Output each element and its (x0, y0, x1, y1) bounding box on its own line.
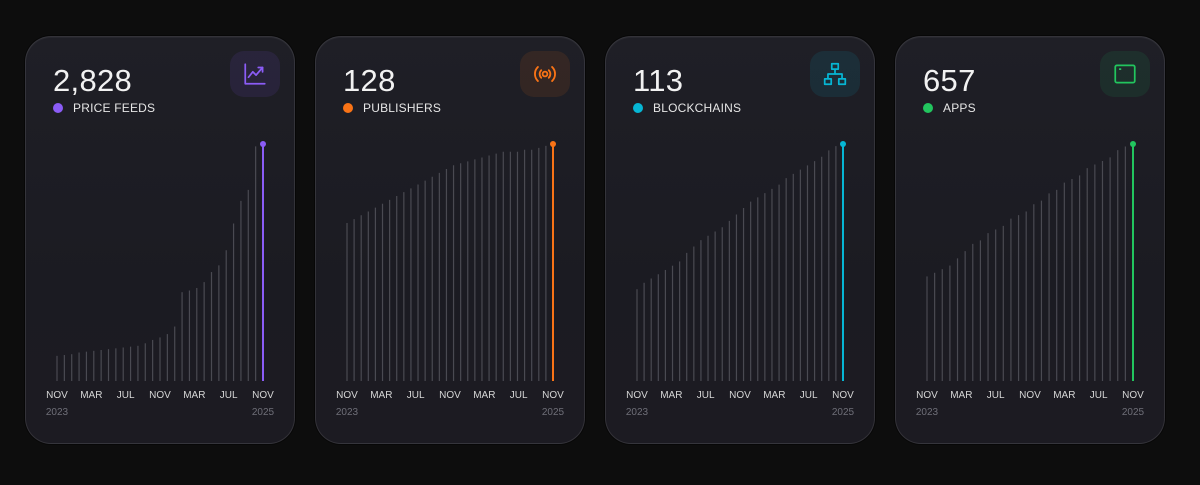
x-tick-label: JUL (800, 390, 818, 401)
x-tick-label: MAR (763, 390, 785, 401)
trend-line-icon (230, 51, 280, 97)
card-label-row: APPS (923, 101, 976, 115)
x-tick-label: MAR (80, 390, 102, 401)
current-value-marker (260, 141, 266, 147)
card-value: 113 (633, 63, 684, 98)
card-label-row: PRICE FEEDS (53, 101, 155, 115)
start-year-label: 2023 (916, 407, 939, 418)
start-year-label: 2023 (626, 407, 649, 418)
x-tick-label: NOV (149, 390, 171, 401)
x-tick-label: NOV (542, 390, 564, 401)
bar-chart: NOV MAR JUL NOV MAR JUL NOV 2023 2025 (46, 141, 275, 418)
end-year-label: 2025 (832, 407, 855, 418)
card-label-row: BLOCKCHAINS (633, 101, 741, 115)
start-year-label: 2023 (336, 407, 359, 418)
legend-dot (633, 103, 643, 113)
x-tick-label: MAR (370, 390, 392, 401)
card-label: BLOCKCHAINS (653, 101, 742, 115)
publishers-card: 128 PUBLISHERS NOV MAR JUL NOV MAR JUL NOV 2023… (315, 36, 585, 444)
x-tick-label: NOV (832, 390, 854, 401)
card-value: 2,828 (53, 63, 133, 98)
current-value-marker (1130, 141, 1136, 147)
x-tick-label: NOV (916, 390, 938, 401)
start-year-label: 2023 (46, 407, 69, 418)
legend-dot (923, 103, 933, 113)
x-tick-label: NOV (46, 390, 68, 401)
current-value-marker (550, 141, 556, 147)
x-tick-label: JUL (510, 390, 528, 401)
legend-dot (343, 103, 353, 113)
x-tick-label: JUL (697, 390, 715, 401)
bar-chart: NOV MAR JUL NOV MAR JUL NOV 2023 2025 (336, 141, 565, 418)
card-label: APPS (943, 101, 976, 115)
x-tick-label: JUL (407, 390, 425, 401)
x-tick-label: MAR (473, 390, 495, 401)
x-tick-label: JUL (987, 390, 1005, 401)
x-tick-label: NOV (626, 390, 648, 401)
x-tick-label: MAR (950, 390, 972, 401)
card-label-row: PUBLISHERS (343, 101, 441, 115)
bar-chart: NOV MAR JUL NOV MAR JUL NOV 2023 2025 (626, 141, 855, 418)
x-tick-label: NOV (252, 390, 274, 401)
broadcast-icon (520, 51, 570, 97)
x-tick-label: MAR (660, 390, 682, 401)
x-tick-label: MAR (183, 390, 205, 401)
apps-card: 657 APPS NOV MAR JUL NOV MAR JUL NOV 2023 2025 (895, 36, 1165, 444)
card-value: 128 (343, 63, 396, 98)
end-year-label: 2025 (1122, 407, 1145, 418)
card-label: PUBLISHERS (363, 101, 442, 115)
current-value-marker (840, 141, 846, 147)
x-tick-label: JUL (220, 390, 238, 401)
legend-dot (53, 103, 63, 113)
x-tick-label: NOV (1019, 390, 1041, 401)
network-icon (810, 51, 860, 97)
x-tick-label: NOV (336, 390, 358, 401)
x-tick-label: JUL (1090, 390, 1108, 401)
x-tick-label: NOV (729, 390, 751, 401)
x-tick-label: MAR (1053, 390, 1075, 401)
x-tick-label: NOV (439, 390, 461, 401)
end-year-label: 2025 (542, 407, 565, 418)
x-tick-label: JUL (117, 390, 135, 401)
price-feeds-card: 2,828 PRICE FEEDS NOV MAR JUL NOV MAR JUL NOV 2… (25, 36, 295, 444)
end-year-label: 2025 (252, 407, 275, 418)
bar-chart: NOV MAR JUL NOV MAR JUL NOV 2023 2025 (916, 141, 1145, 418)
x-tick-label: NOV (1122, 390, 1144, 401)
blockchains-card: 113 BLOCKCHAINS NOV MAR JUL NOV MAR JUL NOV 202… (605, 36, 875, 444)
card-value: 657 (923, 63, 976, 98)
app-window-icon (1100, 51, 1150, 97)
card-label: PRICE FEEDS (73, 101, 156, 115)
